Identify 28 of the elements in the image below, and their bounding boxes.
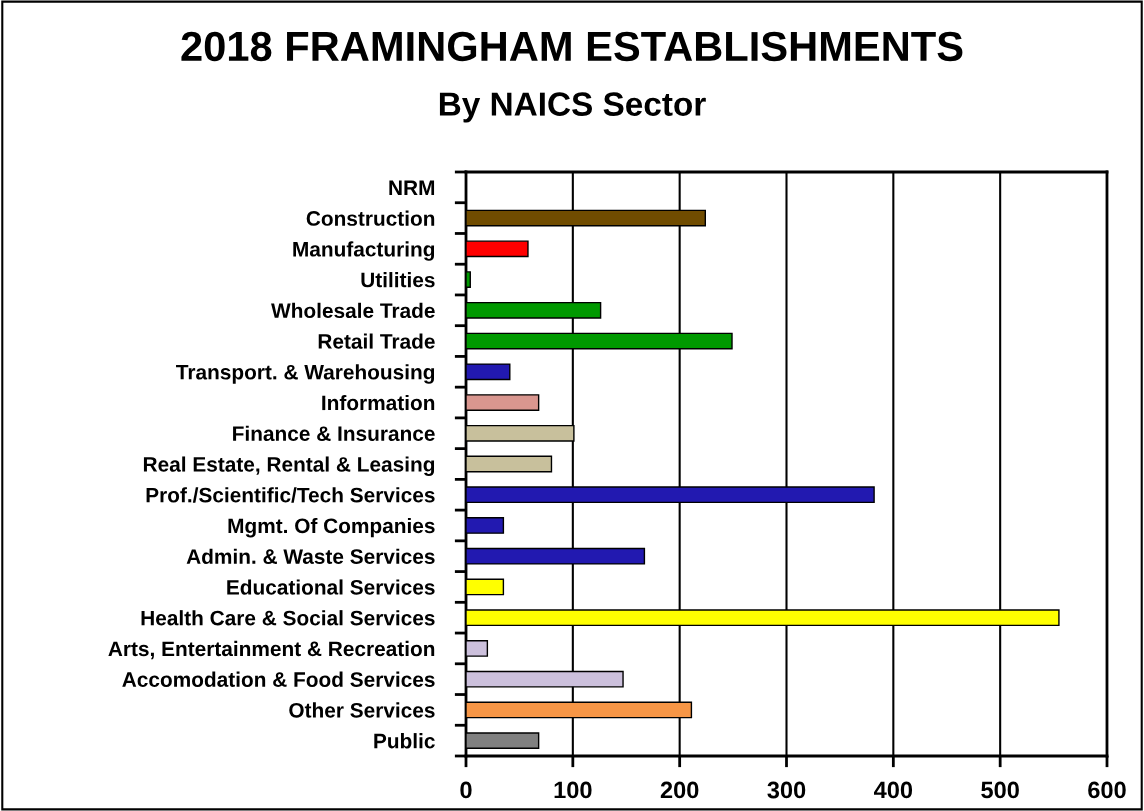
x-tick-label: 300 — [767, 781, 806, 799]
x-tick-label: 0 — [460, 781, 472, 799]
y-tick-label: Arts, Entertainment & Recreation — [108, 640, 435, 660]
x-tick-label: 100 — [554, 781, 592, 799]
y-tick-label: Wholesale Trade — [271, 302, 435, 319]
chart-title: 2018 FRAMINGHAM ESTABLISHMENTS — [181, 31, 963, 62]
y-tick-label: Retail Trade — [318, 333, 435, 349]
y-tick-label: Other Services — [289, 702, 435, 718]
y-tick-label: Construction — [306, 210, 435, 226]
y-tick-label: Utilities — [361, 272, 435, 288]
x-tick-label: 400 — [874, 781, 913, 799]
y-tick-label: Finance & Insurance — [233, 425, 435, 442]
y-tick-label: Manufacturing — [293, 241, 435, 261]
y-tick-label: Accomodation & Food Services — [122, 671, 435, 687]
y-tick-label: Health Care & Social Services — [141, 610, 435, 626]
x-tick-label: 600 — [1088, 781, 1126, 799]
chart-subtitle: By NAICS Sector — [439, 92, 706, 123]
y-tick-label: Prof./Scientific/Tech Services — [146, 487, 435, 503]
y-tick-label: Educational Services — [227, 579, 435, 595]
y-tick-label: NRM — [389, 180, 435, 195]
y-tick-label: Real Estate, Rental & Leasing — [143, 456, 435, 476]
x-tick-label: 500 — [981, 781, 1019, 799]
y-tick-label: Public — [374, 733, 435, 749]
x-tick-label: 200 — [660, 781, 699, 799]
y-tick-label: Information — [322, 394, 435, 411]
y-tick-label: Mgmt. Of Companies — [228, 517, 435, 538]
y-tick-label: Transport. & Warehousing — [176, 364, 435, 384]
y-tick-label: Admin. & Waste Services — [186, 548, 435, 564]
